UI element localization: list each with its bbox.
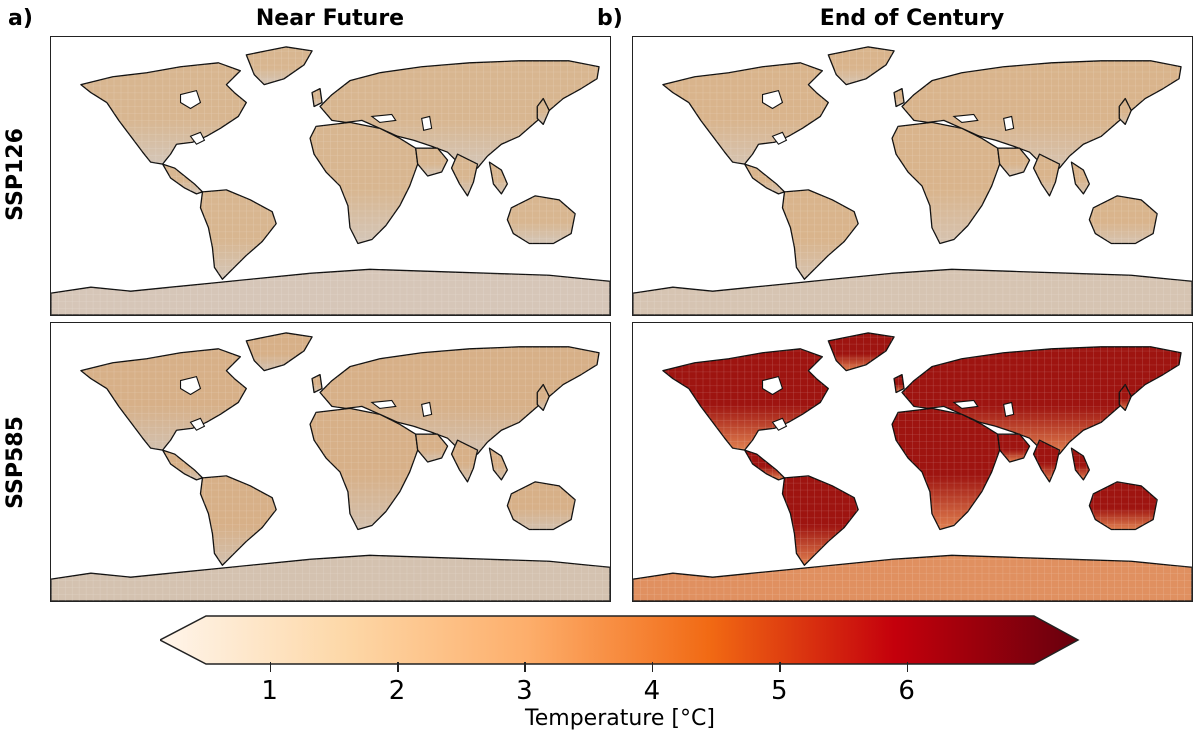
colorbar — [160, 615, 1080, 665]
grid-overlay — [320, 60, 600, 169]
colorbar-tick-label: 2 — [388, 676, 406, 706]
column-title-near-future: Near Future — [255, 6, 405, 31]
inland-water — [952, 399, 979, 409]
colorbar-tick-mark — [397, 662, 399, 672]
grid-overlay — [537, 384, 550, 411]
map-panel-ssp126-end-of-century — [632, 36, 1193, 316]
inland-water — [179, 89, 202, 110]
world-map — [51, 46, 610, 315]
panel-label-a: a) — [8, 6, 33, 31]
inland-water — [421, 401, 433, 418]
inland-water — [1003, 115, 1015, 132]
grid-overlay — [1033, 440, 1060, 482]
grid-overlay — [312, 374, 323, 393]
colorbar-tick-label: 3 — [516, 676, 533, 706]
grid-overlay — [489, 162, 508, 194]
colorbar-tick-label: 6 — [898, 676, 915, 706]
grid-overlay — [1071, 448, 1090, 480]
column-title-end-of-century: End of Century — [819, 6, 1005, 31]
grid-overlay — [415, 434, 448, 462]
inland-water — [370, 113, 397, 123]
grid-overlay — [1119, 384, 1132, 411]
grid-overlay — [744, 164, 785, 194]
grid-overlay — [312, 88, 323, 107]
grid-overlay — [902, 60, 1182, 169]
colorbar-label: Temperature [°C] — [525, 706, 715, 731]
grid-overlay — [200, 189, 277, 280]
grid-overlay — [310, 408, 418, 530]
map-panel-ssp585-near-future — [50, 322, 611, 602]
colorbar-tick-label: 4 — [643, 676, 661, 706]
colorbar-tick-mark — [524, 662, 526, 672]
inland-water — [189, 417, 206, 431]
colorbar-tick-mark — [651, 662, 654, 672]
world-map — [51, 332, 610, 601]
grid-overlay — [892, 122, 1000, 244]
grid-overlay — [633, 269, 1192, 315]
grid-overlay — [1033, 154, 1060, 196]
grid-overlay — [902, 346, 1182, 455]
row-label-ssp585: SSP585 — [2, 416, 28, 509]
world-map — [633, 46, 1192, 315]
colorbar-tick-mark — [269, 662, 272, 672]
grid-overlay — [537, 98, 550, 125]
map-panel-ssp585-end-of-century — [632, 322, 1193, 602]
inland-water — [421, 115, 433, 132]
inland-water — [179, 375, 202, 396]
grid-overlay — [997, 434, 1030, 462]
grid-overlay — [162, 164, 203, 194]
grid-overlay — [320, 346, 600, 455]
inland-water — [370, 399, 397, 409]
grid-overlay — [828, 332, 895, 371]
colorbar-tick-label: 1 — [261, 676, 278, 706]
grid-overlay — [80, 62, 247, 165]
grid-overlay — [415, 148, 448, 176]
grid-overlay — [507, 481, 576, 530]
inland-water — [1003, 401, 1015, 418]
colorbar-body — [160, 615, 1080, 665]
grid-overlay — [894, 88, 905, 107]
grid-overlay — [828, 46, 895, 85]
grid-overlay — [51, 269, 610, 315]
grid-overlay — [310, 122, 418, 244]
grid-overlay — [246, 332, 313, 371]
inland-water — [761, 375, 784, 396]
grid-overlay — [892, 408, 1000, 530]
grid-overlay — [997, 148, 1030, 176]
row-label-ssp126: SSP126 — [2, 128, 28, 221]
inland-water — [771, 417, 788, 431]
grid-overlay — [633, 555, 1192, 601]
grid-overlay — [1119, 98, 1132, 125]
inland-water — [189, 131, 206, 145]
grid-overlay — [80, 348, 247, 451]
grid-overlay — [246, 46, 313, 85]
grid-overlay — [162, 450, 203, 480]
map-panel-ssp126-near-future — [50, 36, 611, 316]
grid-overlay — [451, 440, 478, 482]
grid-overlay — [782, 475, 859, 566]
inland-water — [761, 89, 784, 110]
inland-water — [771, 131, 788, 145]
grid-overlay — [1089, 195, 1158, 244]
grid-overlay — [662, 348, 829, 451]
colorbar-tick-mark — [906, 662, 909, 672]
grid-overlay — [200, 475, 277, 566]
panel-label-b: b) — [597, 6, 623, 31]
grid-overlay — [507, 195, 576, 244]
grid-overlay — [782, 189, 859, 280]
grid-overlay — [894, 374, 905, 393]
world-map — [633, 332, 1192, 601]
grid-overlay — [1071, 162, 1090, 194]
grid-overlay — [489, 448, 508, 480]
inland-water — [952, 113, 979, 123]
grid-overlay — [1089, 481, 1158, 530]
grid-overlay — [451, 154, 478, 196]
colorbar-tick-mark — [779, 662, 781, 672]
grid-overlay — [744, 450, 785, 480]
colorbar-tick-label: 5 — [770, 676, 788, 706]
grid-overlay — [51, 555, 610, 601]
grid-overlay — [662, 62, 829, 165]
